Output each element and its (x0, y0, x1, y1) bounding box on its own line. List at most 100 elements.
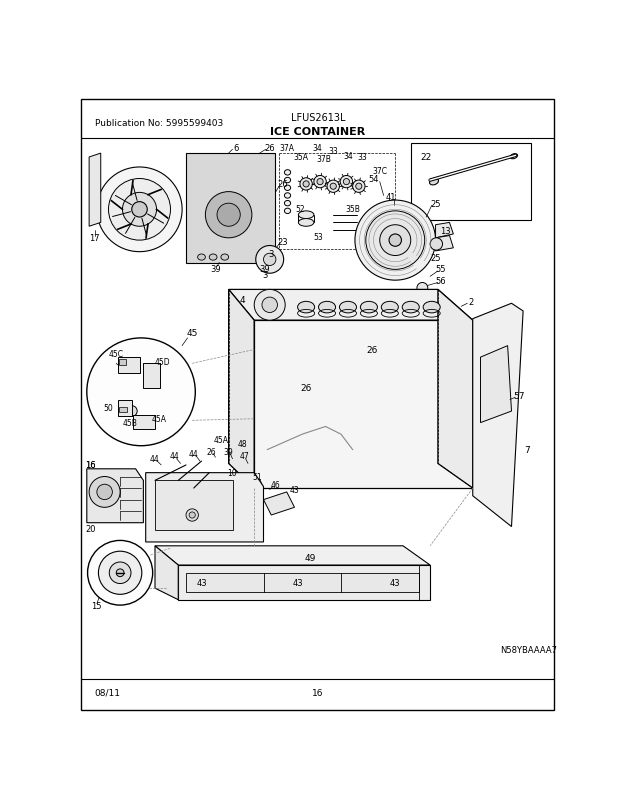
Text: 39: 39 (260, 265, 270, 273)
Polygon shape (438, 290, 472, 488)
Text: 47: 47 (239, 452, 249, 460)
Circle shape (353, 180, 365, 193)
Bar (410, 144, 531, 221)
Text: 3: 3 (268, 249, 274, 258)
Circle shape (123, 193, 156, 227)
Text: 37C: 37C (372, 167, 388, 176)
Text: 43: 43 (390, 578, 401, 588)
Text: 45D: 45D (155, 357, 170, 366)
Circle shape (117, 569, 124, 577)
Bar (155, 480, 232, 531)
Text: 43: 43 (196, 578, 207, 588)
Text: 51: 51 (252, 472, 262, 481)
Text: 35B: 35B (345, 205, 360, 214)
Ellipse shape (298, 302, 314, 314)
Text: 48: 48 (237, 439, 247, 448)
Circle shape (300, 179, 312, 191)
Text: 16: 16 (86, 461, 96, 470)
Polygon shape (435, 223, 453, 238)
Circle shape (87, 338, 195, 446)
Bar (119, 407, 127, 412)
Bar (118, 358, 140, 373)
Text: 37A: 37A (279, 144, 294, 153)
Text: 17: 17 (89, 234, 100, 243)
Text: 26: 26 (206, 447, 216, 456)
Text: 4: 4 (240, 296, 246, 305)
Text: 45B: 45B (123, 419, 138, 427)
Polygon shape (155, 546, 179, 600)
Text: 54: 54 (368, 175, 379, 184)
Text: 13: 13 (440, 226, 451, 235)
Text: 39: 39 (210, 265, 221, 273)
Circle shape (314, 176, 326, 188)
Polygon shape (229, 290, 472, 321)
Text: 50: 50 (104, 403, 113, 412)
Circle shape (131, 202, 148, 218)
Text: 49: 49 (304, 553, 316, 562)
Ellipse shape (510, 155, 518, 160)
Circle shape (89, 477, 120, 508)
Text: 22: 22 (420, 153, 432, 162)
Text: LFUS2613L: LFUS2613L (291, 113, 345, 123)
Polygon shape (254, 321, 472, 488)
Text: 46: 46 (270, 480, 280, 489)
Circle shape (379, 225, 410, 256)
Text: 45: 45 (187, 329, 198, 338)
Text: 7: 7 (524, 445, 530, 455)
Ellipse shape (340, 302, 356, 314)
Polygon shape (472, 304, 523, 527)
Circle shape (330, 184, 336, 190)
Ellipse shape (198, 255, 205, 261)
Circle shape (327, 180, 340, 193)
Circle shape (256, 246, 284, 274)
Text: 26: 26 (366, 346, 378, 354)
Text: 20: 20 (86, 524, 95, 533)
Text: Publication No: 5995599403: Publication No: 5995599403 (94, 119, 223, 128)
Text: 45A: 45A (213, 435, 228, 444)
Circle shape (99, 552, 142, 594)
Text: 45C: 45C (108, 350, 123, 358)
Circle shape (109, 562, 131, 584)
Polygon shape (87, 469, 143, 523)
Text: 26: 26 (264, 144, 275, 153)
Polygon shape (89, 154, 100, 227)
Circle shape (87, 541, 153, 606)
Ellipse shape (210, 255, 217, 261)
Circle shape (366, 212, 425, 270)
Ellipse shape (381, 302, 398, 314)
Polygon shape (186, 154, 275, 264)
Text: 15: 15 (92, 601, 102, 610)
Text: 34: 34 (344, 152, 353, 160)
Circle shape (389, 235, 402, 247)
Ellipse shape (285, 209, 291, 214)
Polygon shape (155, 546, 430, 565)
Bar (119, 359, 125, 366)
Circle shape (97, 484, 112, 500)
Polygon shape (264, 492, 294, 516)
Circle shape (108, 180, 171, 241)
Circle shape (356, 184, 362, 190)
Text: 08/11: 08/11 (94, 688, 120, 697)
Ellipse shape (423, 302, 440, 314)
Circle shape (417, 283, 428, 294)
Polygon shape (229, 290, 254, 488)
Text: 39: 39 (224, 447, 234, 456)
Polygon shape (435, 237, 453, 252)
Ellipse shape (298, 212, 314, 219)
Text: 26: 26 (278, 180, 288, 189)
Text: 43: 43 (290, 485, 299, 495)
Circle shape (217, 204, 241, 227)
Text: 37B: 37B (317, 155, 331, 164)
Ellipse shape (430, 179, 438, 186)
Circle shape (430, 238, 443, 251)
Ellipse shape (298, 219, 314, 227)
Circle shape (189, 512, 195, 518)
Text: 53: 53 (313, 233, 322, 241)
Text: 56: 56 (435, 277, 446, 286)
Text: 2: 2 (469, 298, 474, 307)
Text: 33: 33 (329, 147, 338, 156)
Bar (118, 400, 131, 417)
Ellipse shape (221, 255, 229, 261)
Text: 10: 10 (228, 468, 237, 477)
Ellipse shape (319, 302, 335, 314)
